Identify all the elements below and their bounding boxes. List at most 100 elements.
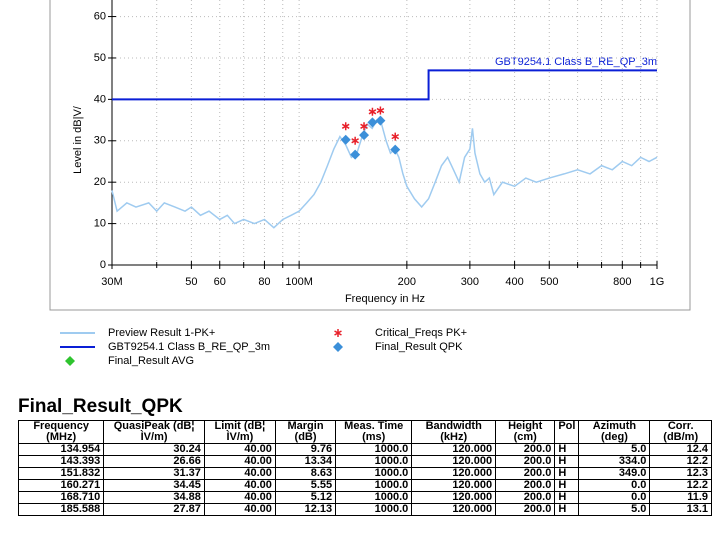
table-cell: H (554, 503, 580, 516)
header-cell: Limit (dB¦ ÌV/m) (203, 420, 276, 444)
table-cell: 349.0 (578, 467, 651, 480)
asterisk-marker (360, 122, 368, 131)
table-cell: 168.710 (17, 491, 105, 504)
table-cell: 11.9 (649, 491, 712, 504)
table-cell: 40.00 (203, 503, 276, 516)
table-cell: 1000.0 (335, 503, 413, 516)
table-cell: 185.588 (17, 503, 105, 516)
table-cell: 40.00 (203, 491, 276, 504)
x-tick-label: 800 (613, 276, 631, 288)
table-cell: 200.0 (495, 503, 556, 516)
table-cell: 134.954 (17, 443, 105, 456)
table-cell: 1000.0 (335, 443, 413, 456)
table-cell: H (554, 467, 580, 480)
diamond-marker (340, 134, 351, 145)
header-cell: QuasiPeak (dB¦ ÌV/m) (103, 420, 205, 444)
diamond-marker (350, 149, 361, 160)
table-cell: 0.0 (578, 479, 651, 492)
x-tick-label: 50 (185, 276, 197, 288)
table-title: Final_Result_QPK (18, 396, 183, 417)
x-tick-label: 400 (505, 276, 523, 288)
result-table: Frequency (MHz) QuasiPeak (dB¦ ÌV/m) Limit… (17, 420, 712, 516)
table-cell: 120.000 (411, 503, 497, 516)
x-tick-label: 80 (258, 276, 270, 288)
table-cell: H (554, 455, 580, 468)
table-cell: 34.45 (103, 479, 205, 492)
table-cell: 1000.0 (335, 455, 413, 468)
y-axis-label: Level in dB|V/ (72, 105, 84, 174)
y-tick-label: 0 (100, 259, 106, 271)
limit-annotation: GBT9254.1 Class B_RE_QP_3m (495, 56, 657, 68)
table-cell: 5.0 (578, 503, 651, 516)
table-cell: 200.0 (495, 467, 556, 480)
table-row: 134.954 30.24 40.00 9.76 1000.0 120.000 200.0 H… (17, 443, 712, 456)
y-tick-label: 60 (94, 10, 106, 22)
table-cell: 40.00 (203, 467, 276, 480)
y-tick-label: 20 (94, 176, 106, 188)
chart: Level in dB|V/ Frequency in Hz GBT9254.1… (49, 0, 691, 367)
table-cell: 12.4 (649, 443, 712, 456)
y-tick-label: 30 (94, 135, 106, 147)
table-cell: 120.000 (411, 467, 497, 480)
x-tick-label: 500 (540, 276, 558, 288)
table-row: 151.832 31.37 40.00 8.63 1000.0 120.000 200.0 H… (17, 467, 712, 480)
table-cell: 40.00 (203, 443, 276, 456)
table-cell: 5.0 (578, 443, 651, 456)
table-cell: H (554, 479, 580, 492)
table-cell: 5.12 (274, 491, 337, 504)
table-cell: 40.00 (203, 479, 276, 492)
table-row: 160.271 34.45 40.00 5.55 1000.0 120.000 200.0 H… (17, 479, 712, 492)
x-axis-label: Frequency in Hz (345, 293, 425, 305)
table-cell: 1000.0 (335, 467, 413, 480)
diamond-marker (359, 130, 370, 141)
table-cell: 12.2 (649, 455, 712, 468)
table-cell: 1000.0 (335, 491, 413, 504)
diamond-marker (390, 144, 401, 155)
table-row: 185.588 27.87 40.00 12.13 1000.0 120.000 200.0… (17, 503, 712, 516)
asterisk-marker (376, 106, 385, 115)
table-cell: 12.2 (649, 479, 712, 492)
header-cell: Frequency (MHz) (17, 420, 105, 444)
table-cell: 200.0 (495, 479, 556, 492)
header-cell: Pol (554, 420, 580, 444)
legend-label: Preview Result 1-PK+ (108, 327, 215, 339)
diamond-marker (65, 356, 75, 366)
table-cell: 9.76 (274, 443, 337, 456)
y-tick-label: 50 (94, 52, 106, 64)
header-row: Frequency (MHz) QuasiPeak (dB¦ ÌV/m) Limit… (17, 420, 712, 444)
legend-label: Final_Result QPK (375, 341, 463, 353)
diamond-marker (367, 117, 378, 128)
x-tick-label: 200 (398, 276, 416, 288)
asterisk-marker (351, 136, 359, 145)
y-tick-label: 10 (94, 218, 106, 230)
table-cell: 200.0 (495, 491, 556, 504)
table-cell: 27.87 (103, 503, 205, 516)
table-cell: 31.37 (103, 467, 205, 480)
table-cell: 8.63 (274, 467, 337, 480)
table-cell: 26.66 (103, 455, 205, 468)
table-cell: 143.393 (17, 455, 105, 468)
series-line (111, 118, 658, 229)
asterisk-marker (341, 122, 350, 131)
table-cell: 12.13 (274, 503, 337, 516)
x-tick-label: 30M (101, 276, 122, 288)
table-cell: 200.0 (495, 443, 556, 456)
header-cell: Azimuth (deg) (578, 420, 651, 444)
table-cell: 13.34 (274, 455, 337, 468)
table-cell: 120.000 (411, 479, 497, 492)
table-cell: 34.88 (103, 491, 205, 504)
table-cell: H (554, 491, 580, 504)
table-cell: 334.0 (578, 455, 651, 468)
chart-frame (49, 0, 691, 311)
asterisk-marker (391, 132, 400, 141)
table-cell: 151.832 (17, 467, 105, 480)
table-cell: H (554, 443, 580, 456)
header-cell: Meas. Time (ms) (335, 420, 413, 444)
table-cell: 13.1 (649, 503, 712, 516)
table-cell: 12.3 (649, 467, 712, 480)
table-cell: 200.0 (495, 455, 556, 468)
table-row: 168.710 34.88 40.00 5.12 1000.0 120.000 200.0 H… (17, 491, 712, 504)
table-cell: 40.00 (203, 455, 276, 468)
legend-label: GBT9254.1 Class B_RE_QP_3m (108, 341, 270, 353)
